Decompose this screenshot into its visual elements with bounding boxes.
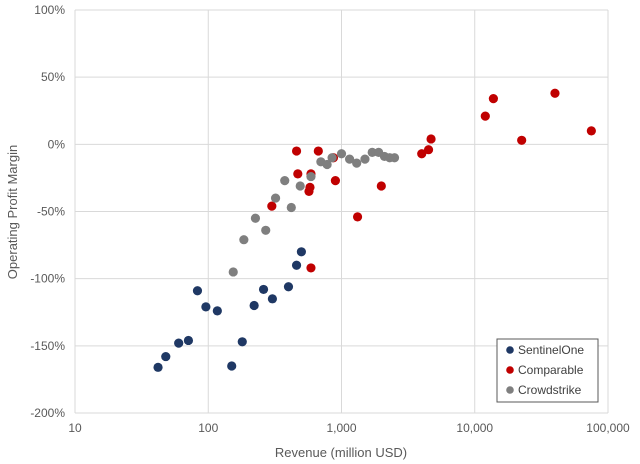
point-sentinelone: [201, 302, 211, 312]
point-sentinelone: [183, 335, 194, 346]
x-tick-label: 100: [198, 421, 218, 435]
y-tick-label: -150%: [30, 339, 65, 353]
point-comparable: [586, 126, 596, 136]
x-tick-label: 100,000: [586, 421, 630, 435]
y-axis-title: Operating Profit Margin: [5, 145, 20, 279]
point-crowdstrike: [360, 154, 370, 164]
point-comparable: [267, 201, 277, 211]
point-crowdstrike: [344, 154, 355, 164]
gridlines: [74, 9, 609, 414]
point-crowdstrike: [270, 193, 281, 203]
legend-marker-sentinelone: [506, 346, 514, 354]
y-axis-ticks: 100% 50% 0% -50% -100% -150% -200%: [30, 3, 65, 420]
x-axis-ticks: 10 100 1,000 10,000 100,000: [68, 421, 630, 435]
point-comparable: [291, 146, 302, 156]
point-crowdstrike: [280, 176, 290, 186]
point-comparable: [330, 176, 341, 186]
point-crowdstrike: [389, 153, 400, 163]
point-sentinelone: [212, 306, 222, 316]
point-sentinelone: [174, 338, 184, 348]
point-comparable: [376, 181, 386, 191]
point-comparable: [480, 111, 490, 121]
y-tick-label: 0%: [48, 137, 66, 151]
point-comparable: [352, 212, 363, 222]
legend-marker-comparable: [506, 366, 514, 374]
point-crowdstrike: [286, 202, 296, 213]
point-sentinelone: [283, 282, 294, 292]
legend-label-comparable: Comparable: [518, 363, 584, 377]
point-comparable: [517, 135, 527, 145]
point-comparable: [423, 145, 434, 155]
point-comparable: [305, 182, 315, 192]
point-comparable: [417, 149, 427, 159]
point-crowdstrike: [228, 267, 238, 277]
point-comparable: [313, 146, 323, 156]
data-points: [153, 88, 596, 372]
point-comparable: [306, 263, 316, 273]
point-comparable: [293, 169, 303, 179]
point-crowdstrike: [352, 158, 362, 168]
point-sentinelone: [267, 294, 278, 304]
point-sentinelone: [296, 247, 306, 257]
x-axis-title: Revenue (million USD): [275, 445, 407, 460]
point-sentinelone: [237, 337, 247, 347]
point-sentinelone: [249, 300, 259, 311]
point-crowdstrike: [367, 147, 377, 157]
y-tick-label: -200%: [30, 406, 65, 420]
legend-marker-crowdstrike: [506, 386, 514, 394]
point-crowdstrike: [295, 181, 305, 191]
point-comparable: [550, 88, 560, 98]
point-crowdstrike: [261, 225, 271, 235]
point-sentinelone: [153, 362, 163, 372]
point-crowdstrike: [250, 213, 261, 223]
legend-label-sentinelone: SentinelOne: [518, 343, 584, 357]
point-crowdstrike: [239, 235, 249, 245]
point-comparable: [488, 94, 498, 104]
legend: SentinelOne Comparable Crowdstrike: [496, 338, 599, 403]
y-tick-label: 100%: [34, 3, 65, 17]
x-tick-label: 10,000: [456, 421, 493, 435]
point-sentinelone: [192, 286, 203, 296]
point-comparable: [426, 134, 436, 144]
point-sentinelone: [258, 284, 269, 295]
point-crowdstrike: [306, 171, 316, 182]
y-tick-label: -50%: [37, 205, 65, 219]
x-tick-label: 10: [68, 421, 82, 435]
y-tick-label: -100%: [30, 272, 65, 286]
y-tick-label: 50%: [41, 70, 65, 84]
point-sentinelone: [291, 260, 302, 270]
point-sentinelone: [161, 351, 171, 362]
point-crowdstrike: [336, 149, 347, 159]
x-tick-label: 1,000: [326, 421, 356, 435]
point-sentinelone: [227, 361, 237, 371]
legend-label-crowdstrike: Crowdstrike: [518, 383, 582, 397]
point-crowdstrike: [327, 153, 337, 163]
legend-box: [496, 338, 599, 403]
point-crowdstrike: [322, 159, 332, 170]
